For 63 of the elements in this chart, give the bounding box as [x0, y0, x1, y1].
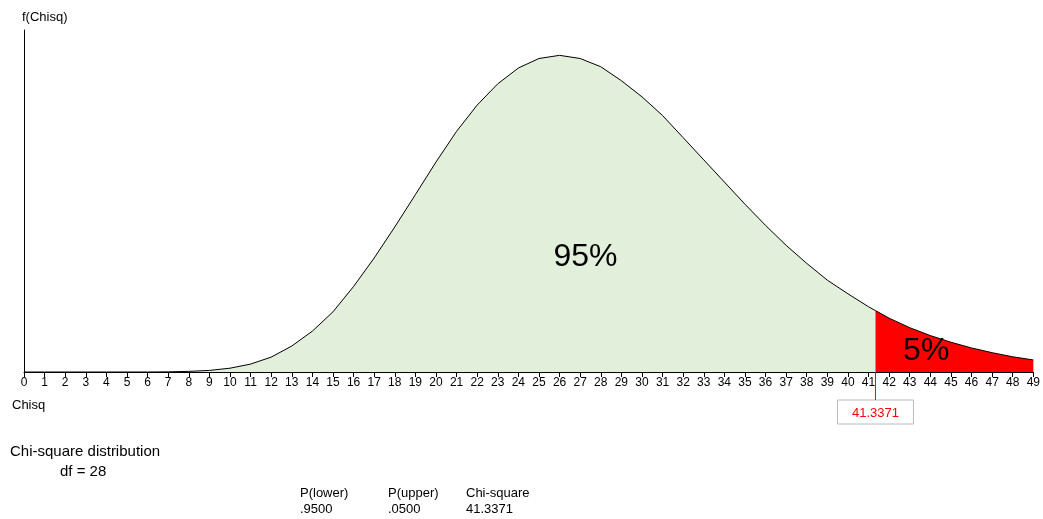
x-tick-label: 27 — [573, 375, 588, 389]
x-tick-label: 39 — [820, 375, 835, 389]
y-axis-title: f(Chisq) — [22, 9, 68, 24]
x-tick-label: 40 — [841, 375, 855, 389]
text: .9500 — [300, 501, 333, 516]
x-tick-label: 28 — [594, 375, 608, 389]
text: P(lower) — [300, 485, 349, 500]
x-tick-label: 14 — [305, 375, 320, 389]
text: 41.3371 — [466, 501, 513, 516]
x-tick-label: 17 — [367, 375, 382, 389]
x-tick-label: 13 — [285, 375, 299, 389]
x-tick-label: 22 — [470, 375, 485, 389]
x-tick-label: 34 — [717, 375, 732, 389]
x-tick-label: 4 — [103, 375, 111, 389]
x-tick-label: 33 — [697, 375, 711, 389]
x-tick-label: 42 — [882, 375, 897, 389]
text: df = 28 — [60, 462, 107, 479]
text: Chi-square distribution — [10, 442, 161, 459]
x-tick-label: 25 — [532, 375, 546, 389]
x-tick-label: 15 — [326, 375, 340, 389]
x-tick-label: 37 — [779, 375, 794, 389]
x-tick-label: 45 — [944, 375, 958, 389]
x-tick-label: 19 — [408, 375, 423, 389]
x-tick-label: 20 — [429, 375, 443, 389]
x-tick-label: 43 — [903, 375, 917, 389]
x-tick-label: 31 — [655, 375, 670, 389]
annotation: 95% — [553, 236, 618, 273]
x-tick-label: 24 — [511, 375, 526, 389]
x-tick-label: 35 — [738, 375, 752, 389]
x-tick-label: 29 — [614, 375, 629, 389]
x-tick-label: 46 — [964, 375, 979, 389]
x-tick-label: 49 — [1026, 375, 1041, 389]
text: P(upper) — [388, 485, 439, 500]
x-tick-label: 36 — [758, 375, 773, 389]
x-tick-label: 6 — [144, 375, 152, 389]
x-tick-label: 0 — [20, 375, 28, 389]
x-tick-label: 21 — [449, 375, 464, 389]
x-tick-label: 47 — [985, 375, 1000, 389]
x-tick-label: 18 — [388, 375, 402, 389]
text: Chi-square — [466, 485, 530, 500]
x-tick-label: 48 — [1006, 375, 1020, 389]
x-tick-label: 30 — [635, 375, 649, 389]
x-tick-label: 7 — [164, 375, 172, 389]
x-tick-label: 16 — [346, 375, 361, 389]
x-tick-label: 5 — [123, 375, 131, 389]
x-tick-label: 11 — [244, 375, 258, 389]
x-tick-label: 9 — [206, 375, 214, 389]
x-tick-label: 10 — [223, 375, 237, 389]
x-tick-label: 23 — [491, 375, 505, 389]
x-tick-label: 38 — [800, 375, 814, 389]
text: .0500 — [388, 501, 421, 516]
x-tick-label: 3 — [82, 375, 90, 389]
x-tick-label: 2 — [61, 375, 69, 389]
x-tick-label: 26 — [552, 375, 567, 389]
x-tick-label: 1 — [41, 375, 49, 389]
x-tick-label: 8 — [185, 375, 193, 389]
x-tick-label: 41 — [861, 375, 876, 389]
x-axis-title: Chisq — [12, 397, 46, 412]
x-tick-label: 44 — [923, 375, 938, 389]
x-tick-label: 12 — [264, 375, 279, 389]
ref-line-label: 41.3371 — [851, 404, 899, 420]
x-tick-label: 32 — [676, 375, 691, 389]
annotation: 5% — [903, 331, 950, 368]
